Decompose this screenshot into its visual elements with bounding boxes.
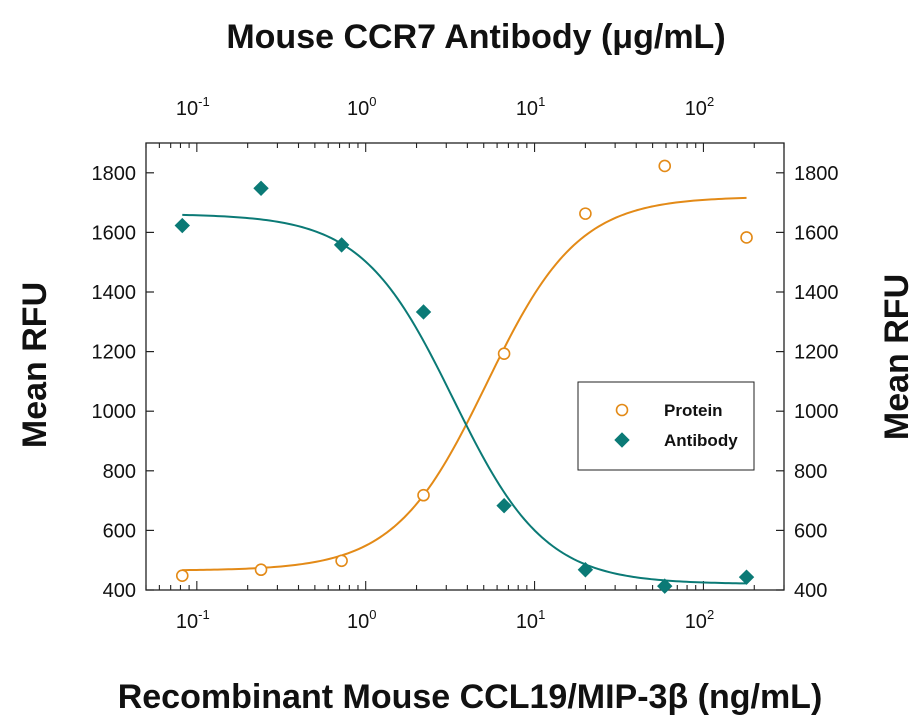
protein-point xyxy=(579,207,592,220)
y-tick-label-left: 400 xyxy=(103,580,136,602)
y-tick-label-left: 1000 xyxy=(92,401,137,423)
x-tick-label-bottom: 102 xyxy=(685,607,714,633)
protein-point xyxy=(417,488,430,502)
right-y-axis-title: Mean RFU xyxy=(878,274,916,440)
protein-point xyxy=(335,554,348,568)
x-tick-exponent: 2 xyxy=(707,607,714,622)
antibody-point xyxy=(415,304,432,320)
y-tick-label-right: 800 xyxy=(794,461,827,483)
fit-curves xyxy=(182,196,747,585)
x-tick-label-top: 102 xyxy=(685,94,714,120)
y-tick-label-left: 800 xyxy=(103,461,136,483)
x-tick-exponent: 0 xyxy=(369,94,376,109)
top-axis-title: Mouse CCR7 Antibody (μg/mL) xyxy=(226,18,725,56)
protein-point xyxy=(175,569,189,582)
protein-point xyxy=(740,231,753,244)
x-tick-exponent: -1 xyxy=(198,607,210,622)
x-tick-base: 10 xyxy=(685,611,707,633)
antibody-point xyxy=(577,562,594,578)
y-tick-label-right: 1400 xyxy=(794,282,839,304)
legend-box xyxy=(577,381,755,471)
x-tick-base: 10 xyxy=(685,98,707,120)
legend: Protein Antibody xyxy=(577,381,755,471)
x-tick-base: 10 xyxy=(516,98,538,120)
antibody-point xyxy=(657,578,673,594)
x-tick-exponent: 1 xyxy=(538,94,545,109)
left-y-axis-title: Mean RFU xyxy=(16,282,54,448)
x-tick-exponent: 2 xyxy=(707,94,714,109)
y-tick-label-right: 400 xyxy=(794,580,827,602)
x-tick-label-top: 100 xyxy=(347,94,376,120)
protein-point xyxy=(254,563,268,577)
x-tick-base: 10 xyxy=(347,98,369,120)
x-tick-label-top: 10-1 xyxy=(176,94,210,120)
legend-label-antibody: Antibody xyxy=(664,431,738,450)
y-tick-label-right: 1000 xyxy=(794,401,839,423)
x-tick-label-bottom: 100 xyxy=(347,607,376,633)
x-tick-base: 10 xyxy=(347,611,369,633)
plot-frame xyxy=(145,142,785,591)
bottom-axis-title: Recombinant Mouse CCL19/MIP-3β (ng/mL) xyxy=(118,678,823,716)
data-markers xyxy=(174,159,755,594)
antibody-point xyxy=(253,180,269,197)
y-tick-label-left: 600 xyxy=(103,520,136,542)
fit-curve-antibody xyxy=(182,213,747,585)
x-tick-exponent: 1 xyxy=(538,607,545,622)
antibody-point xyxy=(496,497,512,514)
x-tick-base: 10 xyxy=(176,611,198,633)
y-tick-label-left: 1800 xyxy=(92,163,137,185)
y-tick-label-left: 1600 xyxy=(92,222,137,244)
x-tick-label-bottom: 101 xyxy=(516,607,545,633)
legend-marker-antibody xyxy=(614,432,630,448)
x-tick-label-top: 101 xyxy=(516,94,545,120)
y-tick-label-right: 1600 xyxy=(794,222,839,244)
legend-marker-protein xyxy=(615,403,629,417)
x-tick-exponent: 0 xyxy=(369,607,376,622)
fit-curve-protein xyxy=(182,196,747,572)
y-tick-label-right: 1200 xyxy=(794,342,839,364)
y-tick-label-left: 1200 xyxy=(92,342,137,364)
antibody-point xyxy=(333,237,350,253)
x-tick-exponent: -1 xyxy=(198,94,210,109)
x-tick-base: 10 xyxy=(176,98,198,120)
antibody-point xyxy=(738,569,755,585)
y-tick-label-left: 1400 xyxy=(92,282,137,304)
y-tick-label-right: 1800 xyxy=(794,163,839,185)
antibody-point xyxy=(174,217,190,234)
protein-point xyxy=(497,347,511,360)
y-tick-label-right: 600 xyxy=(794,520,827,542)
y-axis-ticks: 400 400 600 600 800 800 1000 1000 1200 1200 1400 14… xyxy=(92,163,839,602)
legend-label-protein: Protein xyxy=(664,401,723,420)
x-tick-label-bottom: 10-1 xyxy=(176,607,210,633)
protein-point xyxy=(658,159,672,173)
x-tick-base: 10 xyxy=(516,611,538,633)
